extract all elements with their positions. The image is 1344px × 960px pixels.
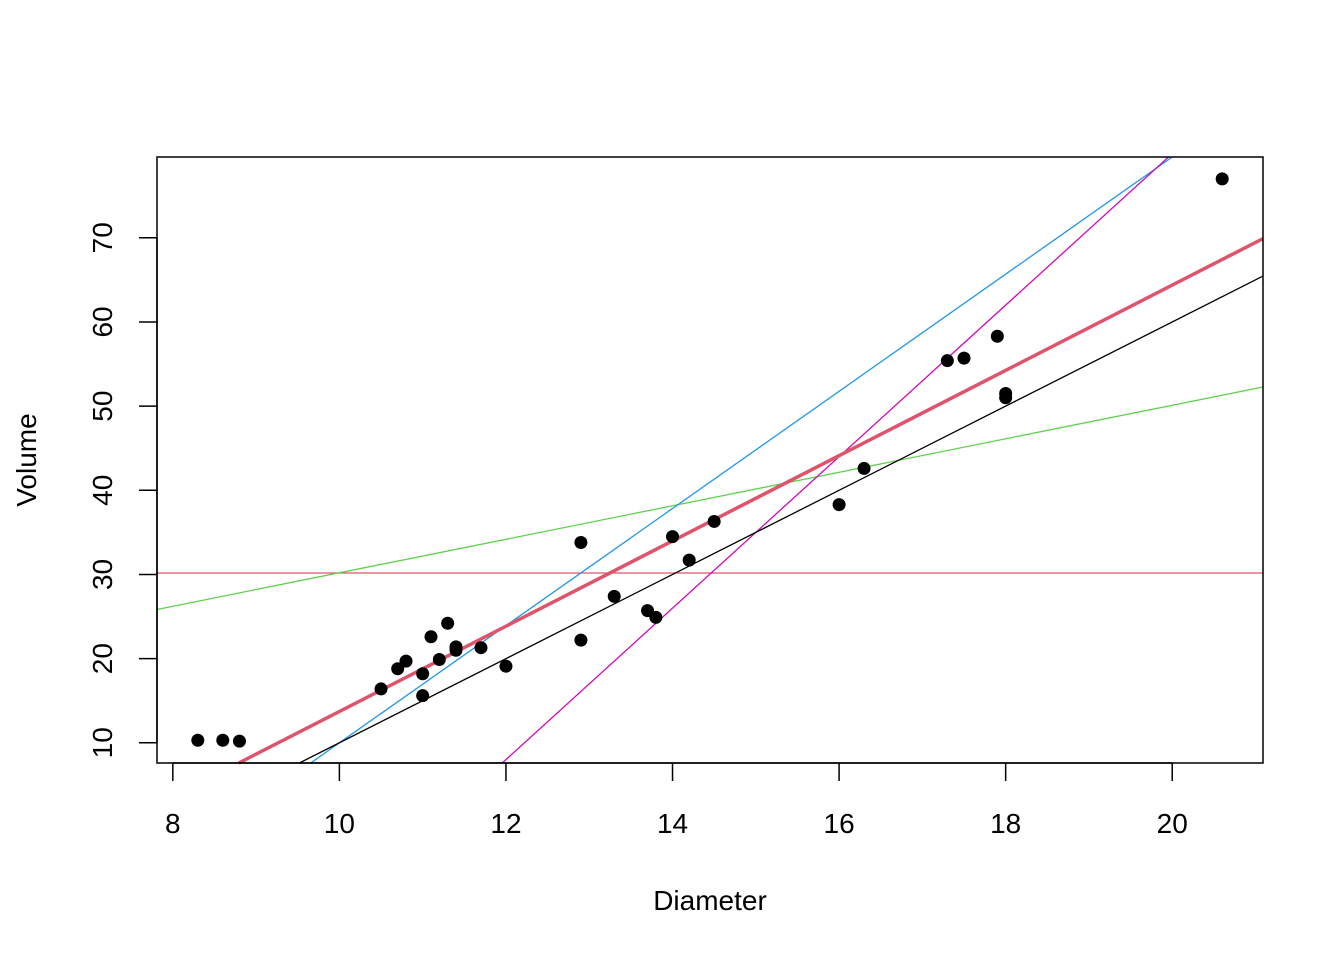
data-point bbox=[191, 733, 205, 747]
x-tick-label: 16 bbox=[824, 808, 855, 839]
data-point bbox=[832, 498, 846, 512]
data-point bbox=[999, 391, 1013, 405]
data-point bbox=[399, 654, 413, 668]
data-point bbox=[416, 667, 430, 681]
fit-line-2 bbox=[310, 156, 1173, 764]
y-tick-label: 70 bbox=[87, 222, 118, 253]
data-point bbox=[441, 616, 455, 630]
data-point bbox=[432, 652, 446, 666]
data-point bbox=[940, 354, 954, 368]
data-point bbox=[990, 329, 1004, 343]
fit-line-5 bbox=[237, 237, 1264, 765]
x-tick-label: 12 bbox=[490, 808, 521, 839]
x-tick-label: 14 bbox=[657, 808, 688, 839]
data-point bbox=[957, 351, 971, 365]
y-axis-title: Volume bbox=[11, 413, 42, 506]
y-axis: 10 20 30 40 50 60 70 bbox=[87, 222, 158, 758]
data-point bbox=[666, 530, 680, 544]
x-tick-label: 8 bbox=[165, 808, 181, 839]
data-point bbox=[416, 689, 430, 703]
data-point bbox=[232, 734, 246, 748]
plot-frame bbox=[156, 156, 1264, 764]
data-point bbox=[449, 640, 463, 654]
fit-line-1 bbox=[156, 386, 1264, 611]
data-point bbox=[682, 553, 696, 567]
data-point bbox=[391, 662, 405, 676]
y-tick-label: 10 bbox=[87, 727, 118, 758]
data-point bbox=[649, 610, 663, 624]
fit-lines bbox=[156, 156, 1264, 765]
fit-line-4 bbox=[299, 275, 1264, 764]
y-tick-label: 50 bbox=[87, 391, 118, 422]
data-points bbox=[191, 172, 1229, 748]
data-point bbox=[474, 641, 488, 655]
data-point bbox=[216, 733, 230, 747]
data-point bbox=[1215, 172, 1229, 186]
x-tick-label: 18 bbox=[990, 808, 1021, 839]
data-point bbox=[574, 535, 588, 549]
y-tick-label: 30 bbox=[87, 559, 118, 590]
data-point bbox=[707, 514, 721, 528]
data-point bbox=[574, 633, 588, 647]
data-point bbox=[607, 589, 621, 603]
x-axis: 8 10 12 14 16 18 20 bbox=[165, 762, 1188, 839]
x-axis-title: Diameter bbox=[653, 885, 767, 916]
y-tick-label: 60 bbox=[87, 306, 118, 337]
data-point bbox=[424, 630, 438, 644]
fit-line-3 bbox=[501, 156, 1169, 764]
data-point bbox=[499, 659, 513, 673]
x-tick-label: 10 bbox=[324, 808, 355, 839]
y-tick-label: 40 bbox=[87, 475, 118, 506]
y-tick-label: 20 bbox=[87, 643, 118, 674]
x-tick-label: 20 bbox=[1157, 808, 1188, 839]
data-point bbox=[857, 461, 871, 475]
data-point bbox=[374, 682, 388, 696]
